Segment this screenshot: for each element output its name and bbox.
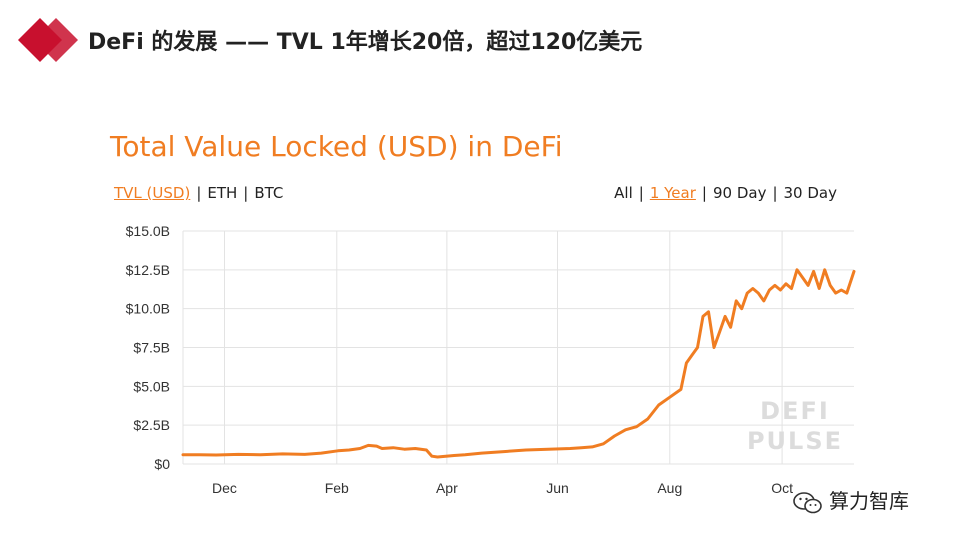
- tab-range-all[interactable]: All: [614, 184, 633, 202]
- tab-separator: |: [243, 184, 249, 202]
- y-tick-label: $5.0B: [133, 378, 170, 394]
- brand-logo-icon: [18, 18, 78, 62]
- tab-separator: |: [638, 184, 644, 202]
- tvl-line-chart: $0 $2.5B $5.0B $7.5B $10.0B $12.5B $15.0B Dec Fe…: [126, 223, 856, 496]
- tab-eth[interactable]: ETH: [207, 184, 238, 202]
- tab-range-1-year[interactable]: 1 Year: [649, 184, 696, 202]
- y-tick-label: $12.5B: [126, 262, 170, 278]
- y-tick-label: $7.5B: [133, 340, 170, 356]
- tab-separator: |: [772, 184, 778, 202]
- tab-separator: |: [701, 184, 707, 202]
- wechat-icon: [793, 491, 822, 513]
- y-tick-label: $15.0B: [126, 223, 170, 239]
- range-tabs: All | 1 Year | 90 Day | 30 Day: [614, 184, 837, 202]
- metric-tabs: TVL (USD) | ETH | BTC: [114, 184, 283, 202]
- tab-separator: |: [196, 184, 202, 202]
- watermark-text: 算力智库: [829, 489, 909, 513]
- tab-tvl-usd[interactable]: TVL (USD): [114, 184, 191, 202]
- slide-title: DeFi 的发展 —— TVL 1年增长20倍，超过120亿美元: [88, 30, 643, 55]
- x-tick-label: Dec: [212, 480, 237, 496]
- chart-title: Total Value Locked (USD) in DeFi: [110, 130, 563, 163]
- tab-range-90-day[interactable]: 90 Day: [712, 184, 767, 202]
- x-tick-label: Aug: [657, 480, 682, 496]
- defipulse-watermark-line1: DEFI: [760, 397, 830, 425]
- tab-btc[interactable]: BTC: [254, 184, 284, 202]
- y-tick-label: $0: [154, 456, 170, 472]
- x-tick-label: Oct: [771, 480, 793, 496]
- y-tick-label: $10.0B: [126, 301, 170, 317]
- defipulse-watermark-line2: PULSE: [747, 427, 843, 455]
- x-tick-label: Feb: [325, 480, 349, 496]
- tvl-series-line: [181, 268, 856, 459]
- x-tick-label: Jun: [546, 480, 569, 496]
- tab-range-30-day[interactable]: 30 Day: [783, 184, 837, 202]
- y-tick-label: $2.5B: [133, 417, 170, 433]
- wechat-watermark: 算力智库: [793, 485, 909, 515]
- x-tick-label: Apr: [436, 480, 458, 496]
